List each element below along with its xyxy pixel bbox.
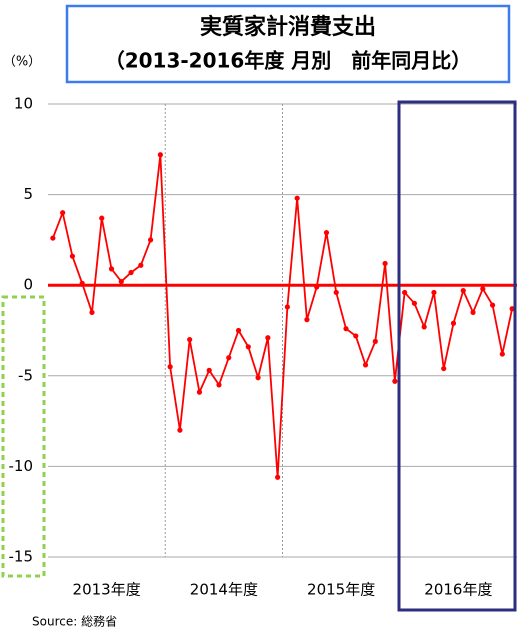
y-tick-label: -10 — [9, 457, 34, 475]
data-point — [480, 286, 486, 292]
data-point — [489, 302, 496, 308]
data-point — [372, 338, 378, 344]
data-point — [353, 333, 359, 339]
data-point — [177, 427, 183, 433]
data-point — [235, 327, 242, 334]
data-point — [509, 306, 515, 312]
data-point — [265, 335, 271, 341]
y-tick-label: 0 — [23, 276, 33, 294]
data-point — [343, 326, 349, 332]
plot — [48, 152, 517, 480]
data-point — [99, 215, 105, 221]
x-group-label: 2016年度 — [424, 581, 492, 599]
y-tick-label: 5 — [23, 185, 33, 203]
data-point — [499, 351, 505, 357]
data-point — [167, 364, 173, 370]
negative-box — [1, 295, 46, 578]
y-tick-label: -5 — [18, 366, 33, 384]
data-point — [431, 289, 437, 296]
data-point — [362, 362, 369, 368]
data-point — [196, 389, 203, 395]
data-point — [460, 288, 466, 294]
data-point — [108, 266, 115, 272]
data-point — [421, 324, 427, 330]
data-point — [50, 235, 56, 241]
data-point — [275, 474, 281, 480]
data-point — [89, 309, 95, 315]
data-point — [79, 280, 85, 286]
data-point — [226, 355, 232, 361]
data-point — [314, 284, 320, 290]
y-tick-label: 10 — [14, 95, 33, 113]
x-group-label: 2013年度 — [73, 581, 141, 599]
data-point — [450, 320, 457, 326]
data-point — [333, 289, 339, 296]
data-point — [382, 260, 388, 267]
data-point — [441, 365, 447, 372]
data-point — [304, 317, 310, 323]
x-group-label: 2015年度 — [307, 581, 375, 599]
data-point — [323, 230, 330, 236]
data-point — [128, 269, 134, 276]
data-point — [216, 382, 222, 388]
chart-title: 実質家計消費支出 — [200, 14, 376, 40]
grid: -15 -10 -5 0 5 10 2013年度 2014年度 2015年度 2016年度 — [9, 95, 517, 599]
y-tick-label: -15 — [9, 548, 34, 566]
y-axis-label: （%） — [3, 55, 41, 70]
data-point — [294, 195, 300, 201]
data-point — [187, 336, 193, 343]
chart-subtitle: （2013-2016年度 月別 前年同月比） — [105, 49, 472, 73]
data-point — [157, 152, 163, 158]
data-point — [284, 304, 290, 310]
data-point — [411, 300, 418, 306]
data-point — [470, 309, 476, 315]
data-point — [60, 210, 66, 216]
data-point — [245, 344, 251, 350]
data-point — [206, 367, 212, 373]
x-group-label: 2014年度 — [190, 581, 258, 599]
source: Source: 総務省 — [32, 615, 117, 629]
data-point — [147, 237, 154, 243]
highlight-box — [397, 100, 517, 612]
title-box — [65, 4, 511, 84]
data-point — [69, 253, 76, 259]
data-point — [392, 378, 398, 384]
data-point — [138, 262, 144, 268]
data-point — [255, 375, 261, 381]
data-point — [402, 289, 408, 296]
data-point — [118, 278, 124, 285]
